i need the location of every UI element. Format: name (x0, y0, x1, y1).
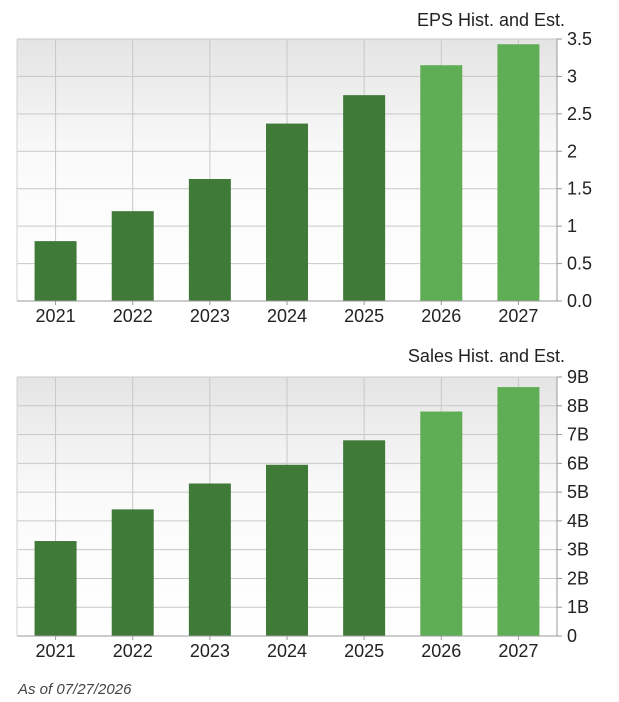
eps-x-tick-label: 2027 (498, 306, 538, 326)
eps-y-tick-label: 0.5 (567, 254, 592, 274)
sales-x-tick-label: 2023 (190, 641, 230, 661)
sales-y-tick-label: 9B (567, 367, 589, 387)
eps-bar (111, 211, 154, 301)
eps-bar (34, 241, 77, 301)
sales-y-tick-label: 5B (567, 482, 589, 502)
eps-bar (497, 44, 540, 302)
eps-x-tick-label: 2024 (267, 306, 307, 326)
eps-x-tick-label: 2023 (190, 306, 230, 326)
sales-chart-title: Sales Hist. and Est. (407, 346, 565, 366)
eps-x-tick-label: 2026 (421, 306, 461, 326)
eps-chart-svg: 0.0 0.5 1 1.5 2 2.5 3 3.5 2021 2022 2023 2024 2025 20… (16, 29, 592, 326)
sales-x-tick-label: 2022 (113, 641, 153, 661)
sales-bar (497, 387, 540, 636)
sales-x-tick-label: 2026 (421, 641, 461, 661)
eps-y-tick-label: 3 (567, 66, 577, 86)
eps-y-tick-label: 2.5 (567, 104, 592, 124)
eps-bar (343, 95, 386, 302)
sales-y-tick-label: 4B (567, 511, 589, 531)
sales-chart-svg: 0 1B 2B 3B 4B 5B 6B 7B 8B 9B 2021 2022 2023 2024 2025 2… (16, 367, 589, 661)
sales-bar (420, 411, 463, 636)
eps-y-tick-label: 1.5 (567, 179, 592, 199)
sales-y-tick-label: 2B (567, 568, 589, 588)
sales-y-tick-label: 6B (567, 453, 589, 473)
eps-x-tick-label: 2025 (344, 306, 384, 326)
eps-y-tick-label: 1 (567, 216, 577, 236)
eps-bar (420, 65, 463, 301)
sales-y-tick-label: 1B (567, 597, 589, 617)
as-of-date: As of 07/27/2026 (18, 681, 132, 698)
eps-bar (188, 178, 231, 301)
sales-bar (34, 541, 77, 636)
sales-x-tick-label: 2025 (344, 641, 384, 661)
sales-y-tick-label: 8B (567, 396, 589, 416)
sales-y-tick-label: 0 (567, 626, 577, 646)
sales-y-tick-label: 7B (567, 425, 589, 445)
eps-y-tick-label: 3.5 (567, 29, 592, 49)
eps-y-tick-label: 0.0 (567, 291, 592, 311)
eps-x-tick-label: 2022 (113, 306, 153, 326)
sales-bar (266, 464, 308, 636)
sales-bar (343, 440, 386, 636)
sales-y-tick-label: 3B (567, 540, 589, 560)
eps-y-tick-label: 2 (567, 141, 577, 161)
eps-chart: EPS Hist. and Est. 0.0 0.5 1 1.5 2 2.5 3 3.5 202… (0, 0, 619, 330)
sales-x-tick-label: 2021 (36, 641, 76, 661)
sales-bar (188, 483, 231, 636)
sales-x-tick-label: 2027 (498, 641, 538, 661)
eps-bar (266, 123, 308, 302)
sales-chart: Sales Hist. and Est. 0 1B 2B 3B 4B 5B 6B 7B 8B 9B… (0, 340, 619, 670)
sales-bar (111, 509, 154, 636)
sales-x-tick-label: 2024 (267, 641, 307, 661)
eps-x-tick-label: 2021 (36, 306, 76, 326)
eps-chart-title: EPS Hist. and Est. (416, 10, 565, 30)
